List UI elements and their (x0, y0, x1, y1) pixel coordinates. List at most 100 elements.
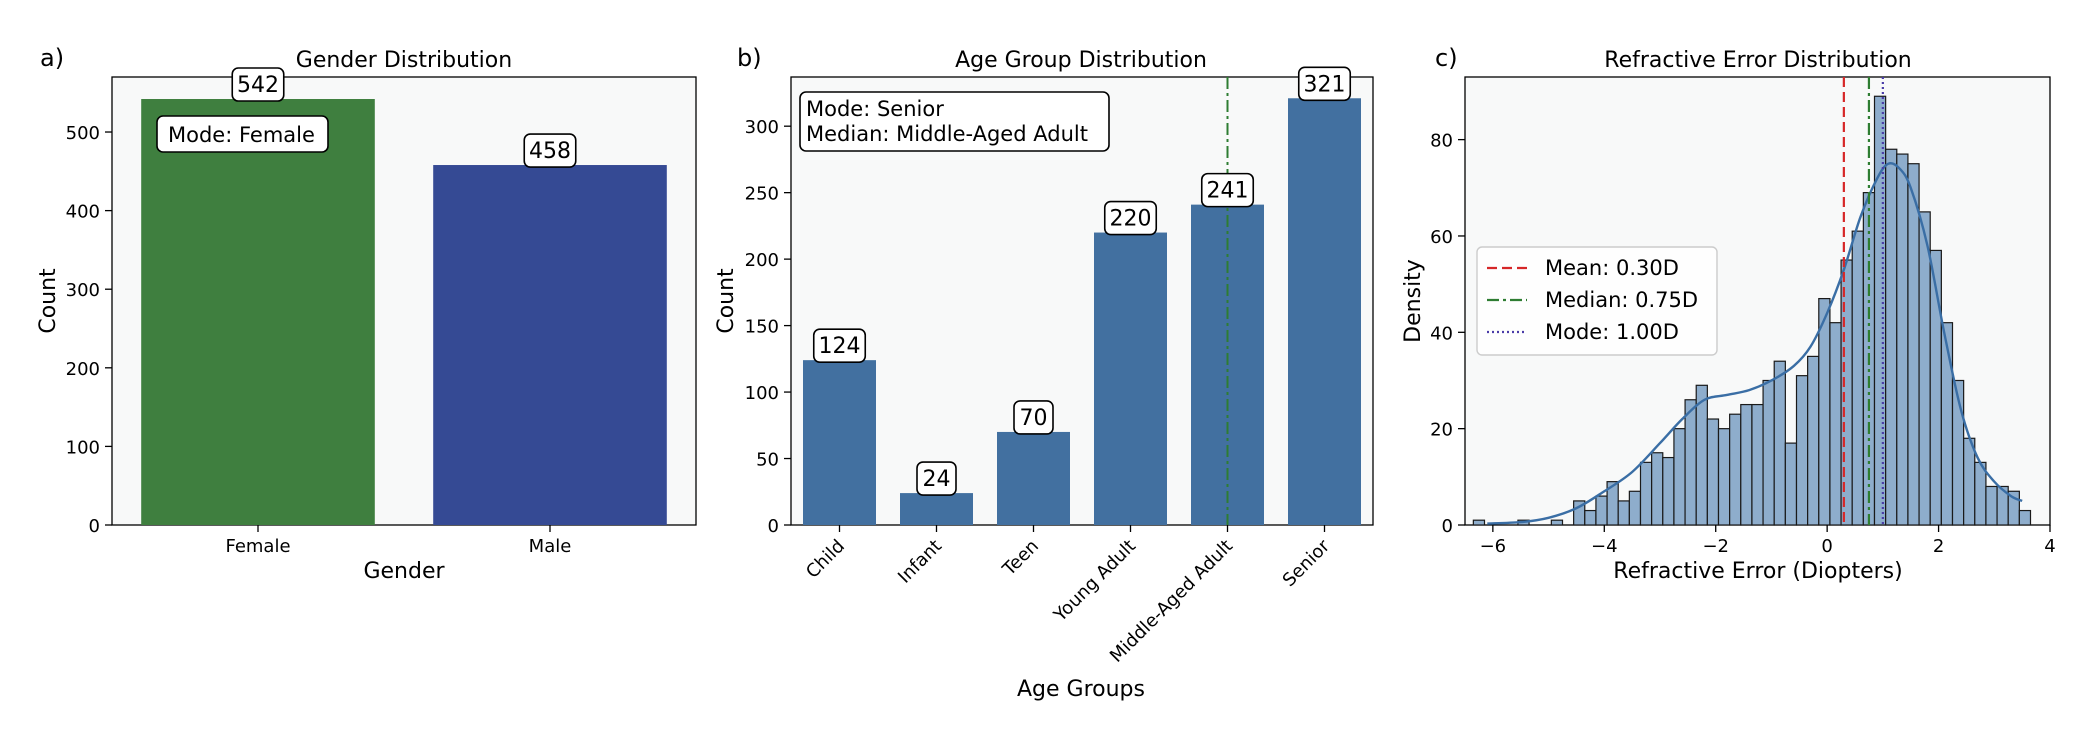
histogram-bar (1617, 500, 1630, 526)
histogram-bar (1807, 355, 1820, 526)
histogram-bar (2018, 509, 2032, 526)
histogram-bar (1717, 428, 1731, 526)
y-tick-label: 50 (756, 450, 779, 471)
histogram-bar (1918, 211, 1931, 526)
y-tick-label: 200 (745, 250, 779, 271)
histogram-bar (1773, 360, 1786, 526)
panel-c: c) Refractive Error Distribution 0 20 40 60… (1401, 44, 2056, 584)
histogram-bar (1472, 519, 1486, 526)
value-label-box (523, 133, 577, 168)
value-label-box (1013, 400, 1054, 435)
histogram-bar (1896, 153, 1909, 526)
value-label: 458 (529, 139, 571, 164)
histogram-bar (1829, 322, 1842, 526)
legend-label: Median: 0.75D (1545, 288, 1698, 312)
bar-teen (997, 431, 1070, 525)
panel-a-x-axis-label: Gender (363, 559, 445, 584)
histogram-bar (1651, 452, 1664, 526)
histogram-bar (1985, 485, 1998, 526)
y-tick-label: 0 (89, 516, 100, 537)
value-label: 241 (1207, 179, 1249, 204)
panel-a-y-axis-label: Count (36, 268, 61, 334)
bar-young-adult (1094, 232, 1167, 525)
histogram-bar (1940, 322, 1954, 526)
panel-c-y-axis-label: Density (1401, 259, 1426, 343)
panel-b-x-axis-label: Age Groups (1017, 677, 1145, 702)
histogram-bar (1795, 375, 1809, 526)
value-label: 542 (237, 73, 279, 98)
histogram-bar (1639, 461, 1653, 526)
panel-b-value-labels: 124 24 70 220 241 321 (812, 66, 1352, 496)
panel-b-annotation-mode: Mode: Senior (806, 97, 944, 121)
histogram-bar (1873, 95, 1887, 526)
value-label-box (1103, 200, 1158, 236)
histogram-bar (2007, 490, 2020, 526)
histogram-bar (1584, 509, 1597, 526)
panel-b-annotation-median: Median: Middle-Aged Adult (806, 122, 1088, 146)
value-label: 124 (819, 334, 861, 359)
histogram-bar (1628, 490, 1642, 526)
bar-male (433, 165, 667, 525)
bar-female (141, 99, 375, 525)
x-tick-label: 4 (2044, 536, 2055, 557)
panel-b-annotation-box (799, 91, 1110, 152)
y-tick-label: 60 (1430, 227, 1453, 248)
panel-b-title: Age Group Distribution (955, 48, 1207, 73)
histogram-bar (1684, 399, 1697, 526)
x-tick-label: Infant (894, 536, 946, 588)
panel-c-legend: Mean: 0.30D Median: 0.75D Mode: 1.00D (1476, 246, 1718, 356)
x-tick-label: −2 (1702, 536, 1729, 557)
histogram-bar (1729, 413, 1742, 526)
panel-c-legend-items: Mean: 0.30D Median: 0.75D Mode: 1.00D (1487, 256, 1698, 344)
y-tick-label: 80 (1430, 131, 1453, 152)
x-tick-label: Senior (1279, 535, 1335, 591)
x-tick-label: Young Adult (1049, 536, 1140, 627)
panel-c-histogram (1472, 95, 2032, 526)
histogram-bar (1885, 148, 1898, 526)
x-tick-label: Female (225, 536, 290, 557)
panel-a: a) Gender Distribution 0100200300400500 … (36, 44, 697, 584)
y-tick-label: 40 (1430, 323, 1453, 344)
histogram-bar (1751, 403, 1764, 526)
y-tick-label: 100 (66, 437, 100, 458)
panel-b-bars (803, 98, 1361, 526)
panel-c-label: c) (1435, 44, 1458, 72)
y-tick-label: 500 (66, 123, 100, 144)
panel-a-annotation: Mode: Female (156, 115, 329, 153)
value-label-box (916, 461, 957, 496)
histogram-bar (1818, 297, 1831, 526)
bar-infant (900, 493, 973, 525)
x-tick-label: −4 (1591, 536, 1618, 557)
y-tick-label: 200 (66, 359, 100, 380)
histogram-bar (1740, 403, 1753, 526)
value-label-box (812, 328, 867, 363)
histogram-bar (1706, 418, 1720, 526)
value-label-box (1200, 172, 1255, 208)
panel-b: b) Age Group Distribution 0 50 100 150 200 25… (714, 44, 1374, 702)
panel-a-x-ticks: Female Male (225, 525, 571, 557)
y-tick-label: 20 (1430, 420, 1453, 441)
y-tick-label: 150 (745, 317, 779, 338)
value-label-box (1297, 66, 1352, 102)
histogram-bar (1907, 163, 1920, 526)
panel-c-x-axis-label: Refractive Error (Diopters) (1613, 559, 1902, 584)
y-tick-label: 300 (745, 117, 779, 138)
panel-b-label: b) (737, 44, 762, 72)
histogram-bar (1840, 259, 1853, 526)
panel-a-label: a) (40, 44, 64, 72)
panel-c-x-ticks: −6 −4 −2 0 2 4 (1480, 525, 2056, 557)
x-tick-label: 2 (1933, 536, 1944, 557)
panel-c-title: Refractive Error Distribution (1604, 48, 1911, 73)
panel-b-annotation: Mode: Senior Median: Middle-Aged Adult (799, 91, 1110, 152)
x-tick-label: Male (529, 536, 572, 557)
y-tick-label: 0 (1442, 516, 1453, 537)
histogram-bar (1963, 437, 1976, 526)
histogram-bar (1662, 456, 1675, 526)
histogram-bar (1695, 384, 1708, 526)
y-tick-label: 250 (745, 184, 779, 205)
histogram-bar (1784, 442, 1798, 526)
value-label: 220 (1110, 207, 1152, 232)
value-label: 24 (923, 467, 951, 492)
histogram-bar (1550, 519, 1564, 526)
histogram-bar (1595, 495, 1608, 526)
